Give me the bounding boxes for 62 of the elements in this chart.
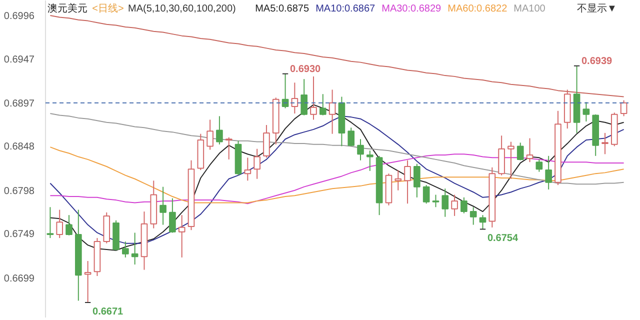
y-tick-label: 0.6996 (4, 11, 35, 22)
candlestick (263, 124, 270, 158)
chart-subtitle: <日线> (92, 2, 124, 14)
annotation: 不显示▼ (576, 4, 617, 14)
annotation: MA(5,10,30,60,100,200) (128, 4, 236, 14)
text: MA5:0.6875 (255, 4, 310, 14)
text: MA10:0.6867 (316, 4, 376, 14)
line-series (50, 113, 624, 185)
candlestick (536, 158, 543, 172)
candlestick (225, 136, 232, 160)
candlestick (620, 100, 628, 117)
candlestick (291, 82, 298, 114)
candlestick (526, 138, 534, 163)
candlestick (366, 150, 374, 172)
candlestick (56, 209, 64, 239)
candlestick (319, 94, 326, 116)
candlestick (216, 116, 223, 145)
candlestick (46, 206, 54, 239)
candlestick (300, 78, 308, 116)
candlestick (442, 188, 449, 218)
annotation: 0.6671 (92, 306, 124, 318)
candlestick (460, 196, 468, 214)
candlestick (206, 119, 214, 150)
candlestick (470, 206, 477, 226)
candlestick (432, 194, 440, 208)
candlestick (545, 155, 552, 190)
candlestick (404, 160, 411, 204)
candlestick (328, 89, 336, 134)
y-tick-label: 0.6947 (4, 54, 35, 66)
candlestick (310, 76, 317, 120)
chart-title: 澳元美元 (47, 2, 88, 14)
annotation: 0.6930 (290, 64, 322, 75)
candlestick (348, 127, 355, 147)
candlestick (357, 138, 364, 161)
y-tick-label: 0.6798 (4, 186, 35, 197)
candlestick (66, 214, 72, 236)
annotation: 0.6939 (581, 56, 613, 67)
candlestick (160, 186, 166, 226)
candlestick (414, 163, 420, 198)
y-tick-label: 0.6749 (4, 229, 35, 240)
candlestick (422, 184, 430, 204)
candlestick (131, 232, 138, 266)
candlestick (169, 198, 176, 234)
text: MA30:0.6829 (382, 4, 442, 14)
candlestick (254, 148, 260, 180)
candlestick (479, 214, 486, 230)
y-tick-label: 0.6848 (4, 142, 35, 153)
candlestick (602, 132, 608, 155)
candlestick (122, 241, 129, 258)
text: MA100 (514, 4, 546, 14)
candlestick (516, 142, 524, 161)
annotation: 0.6754 (487, 233, 518, 244)
candlestick (244, 157, 252, 182)
candlestick (394, 170, 402, 191)
candlestick (178, 214, 186, 258)
candlestick (451, 194, 458, 216)
candlestick (582, 102, 590, 122)
candlestick (84, 260, 92, 303)
text: MA60:0.6822 (448, 4, 508, 14)
candlestick (508, 141, 514, 180)
y-tick-label: 0.6897 (4, 98, 35, 110)
y-tick-label: 0.6699 (4, 273, 35, 284)
